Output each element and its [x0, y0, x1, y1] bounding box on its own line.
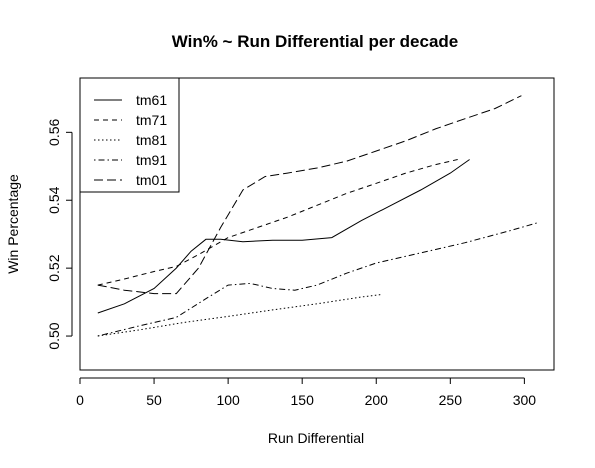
legend-label-tm91: tm91 [136, 152, 167, 168]
series-lines [97, 95, 540, 337]
legend: tm61 tm71 tm81 tm91 tm01 [79, 77, 180, 193]
x-tick-label: 250 [439, 392, 463, 408]
series-line-tm61 [97, 159, 470, 314]
y-axis: 0.50 0.52 0.54 0.56 [46, 118, 73, 350]
plot-frame [79, 77, 555, 371]
x-tick-label: 150 [291, 392, 315, 408]
y-axis-label: Win Percentage [5, 174, 21, 274]
x-tick-label: 300 [513, 392, 537, 408]
series-line-tm01 [97, 95, 522, 295]
legend-label-tm81: tm81 [136, 132, 167, 148]
legend-label-tm01: tm01 [136, 172, 167, 188]
x-tick-label: 0 [76, 392, 84, 408]
legend-box [79, 77, 180, 193]
y-tick-label: 0.54 [46, 186, 62, 213]
series-line-tm81 [97, 294, 381, 337]
x-tick-label: 50 [146, 392, 162, 408]
x-axis: 0 50 100 150 200 250 300 [76, 377, 537, 408]
chart-title: Win% ~ Run Differential per decade [172, 32, 459, 51]
x-tick-label: 200 [365, 392, 389, 408]
legend-label-tm61: tm61 [136, 92, 167, 108]
y-tick-label: 0.50 [46, 322, 62, 349]
x-axis-label: Run Differential [268, 430, 364, 446]
y-tick-label: 0.52 [46, 254, 62, 281]
y-tick-label: 0.56 [46, 118, 62, 145]
series-line-tm91 [97, 221, 540, 337]
x-tick-label: 100 [216, 392, 240, 408]
legend-label-tm71: tm71 [136, 112, 167, 128]
